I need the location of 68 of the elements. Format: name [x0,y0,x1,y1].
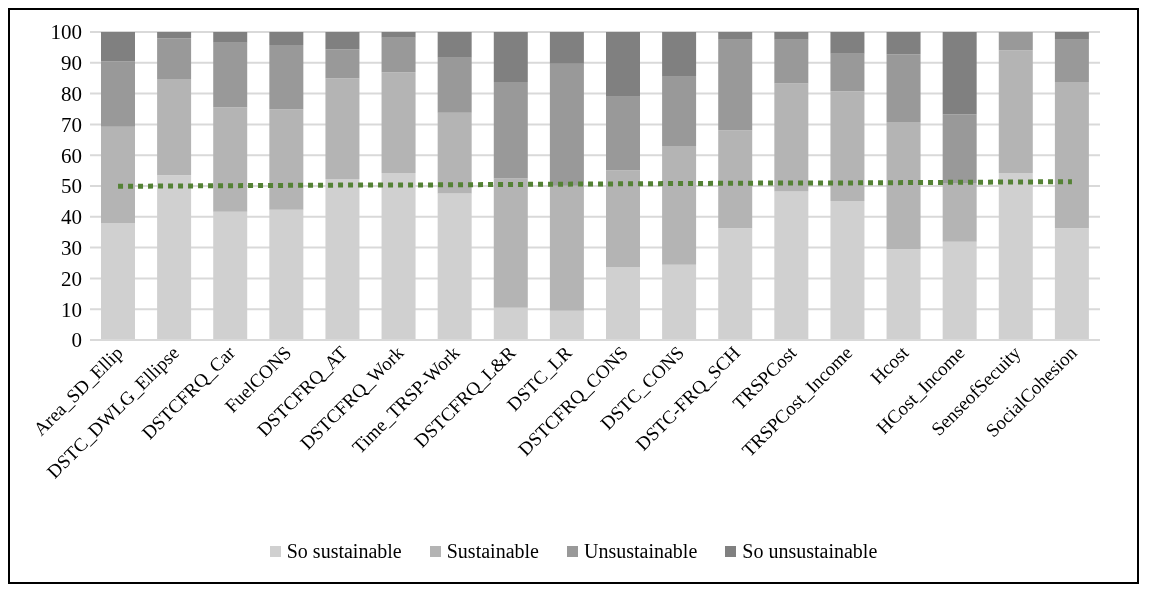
bar [269,109,304,210]
bar [549,63,584,186]
y-tick-label: 40 [61,205,82,230]
bar [493,178,528,308]
bar [549,185,584,311]
bar [830,53,865,92]
bar [325,49,360,79]
bar [942,32,977,115]
bar [101,32,135,62]
bar [549,32,584,64]
bar [213,32,248,43]
legend-label: Sustainable [445,540,539,563]
bar [325,32,360,50]
bar [437,112,472,194]
bar [101,61,135,127]
bar [325,78,360,179]
bar [381,32,416,38]
bar [269,32,304,45]
bar [1054,81,1089,229]
bar [718,32,753,40]
bar [942,114,977,183]
y-tick-label: 80 [61,82,82,107]
y-tick-label: 0 [71,328,82,353]
y-tick-label: 30 [61,236,82,261]
bar [662,32,697,77]
bar [1054,32,1089,40]
bar [213,42,248,108]
bar [493,81,528,179]
bar [774,32,809,40]
y-tick-label: 70 [61,112,82,137]
bar [886,32,921,55]
bar [157,32,192,39]
bar [718,39,753,131]
bar [157,38,192,80]
y-tick-label: 50 [61,174,82,199]
bar [718,130,753,229]
bar [662,145,697,265]
bar [830,91,865,202]
bar [157,79,192,176]
bar [437,57,472,113]
bar [998,50,1033,174]
y-tick-label: 20 [61,266,82,291]
bar [998,32,1033,51]
bar [606,96,640,171]
bar [662,76,697,146]
y-tick-label: 60 [61,143,82,168]
y-tick-label: 90 [61,51,82,76]
bar [606,170,640,267]
y-tick-label: 10 [61,297,82,322]
bar [942,182,977,242]
bar [606,32,640,97]
bar [381,37,416,73]
bar [437,32,472,58]
bar [213,107,248,212]
bar [774,39,809,84]
bar [886,54,921,122]
bar [774,83,809,192]
legend-label: Unsustainable [582,540,698,563]
legend-label: So unsustainable [741,540,878,563]
bar [1054,39,1089,82]
bar [101,126,135,223]
legend-label: So sustainable [285,540,402,563]
y-tick-label: 100 [50,20,82,45]
bar [381,72,416,174]
bar [493,32,528,82]
bar [830,32,865,54]
bar [269,44,304,110]
bar [886,121,921,250]
